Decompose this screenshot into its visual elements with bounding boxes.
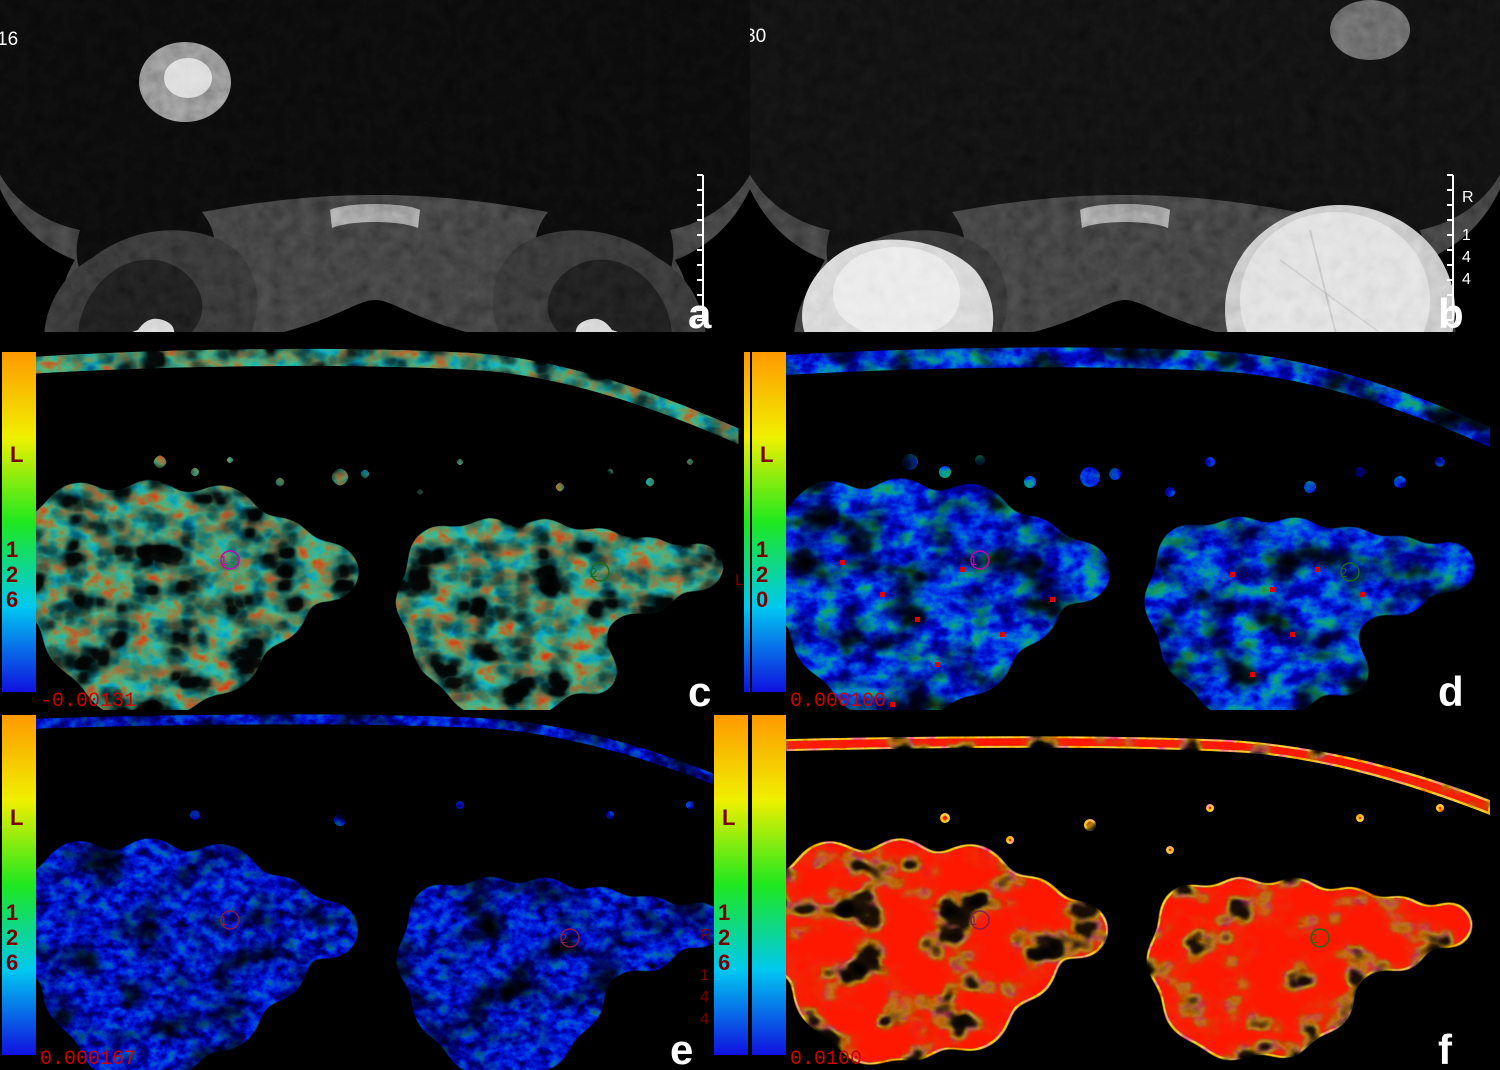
svg-text:6: 6 [6,587,18,612]
svg-text:2: 2 [756,562,768,587]
svg-text:30: 30 [750,26,766,47]
svg-text:d: d [1438,668,1464,710]
svg-text:2: 2 [6,562,18,587]
svg-text:L: L [722,805,735,830]
svg-text:0: 0 [756,587,768,612]
svg-text:1: 1 [970,913,977,928]
svg-text:2: 2 [1340,565,1347,580]
svg-text:1: 1 [718,900,730,925]
svg-text:e: e [670,1026,693,1070]
svg-text:4: 4 [700,1011,709,1028]
svg-text:16: 16 [0,29,18,50]
svg-text:1: 1 [220,553,227,568]
svg-text:2: 2 [718,925,730,950]
svg-text:2: 2 [6,925,18,950]
svg-text:1: 1 [220,913,227,928]
svg-text:2: 2 [560,931,567,946]
svg-text:c: c [688,668,711,710]
svg-text:0.0100: 0.0100 [790,1048,862,1070]
svg-text:R: R [700,927,712,944]
svg-text:4: 4 [1462,271,1471,288]
svg-text:1: 1 [6,900,18,925]
svg-text:1: 1 [970,553,977,568]
svg-text:L: L [10,442,23,467]
svg-text:-0.00131: -0.00131 [40,690,136,710]
svg-text:0.000100: 0.000100 [790,690,886,710]
svg-text:4: 4 [1462,249,1471,266]
svg-text:2: 2 [590,565,597,580]
svg-text:4: 4 [700,989,709,1006]
svg-text:R: R [1462,189,1474,206]
svg-text:L: L [760,442,773,467]
svg-text:1: 1 [756,537,768,562]
svg-text:6: 6 [718,950,730,975]
svg-text:0.000167: 0.000167 [40,1048,136,1070]
svg-text:1: 1 [6,537,18,562]
svg-text:b: b [1438,290,1464,332]
svg-text:1: 1 [700,967,709,984]
svg-text:a: a [688,290,712,332]
svg-text:6: 6 [6,950,18,975]
svg-text:L: L [735,572,744,589]
svg-text:f: f [1438,1026,1453,1070]
svg-text:L: L [10,805,23,830]
svg-text:2: 2 [1310,931,1317,946]
svg-text:1: 1 [1462,227,1471,244]
